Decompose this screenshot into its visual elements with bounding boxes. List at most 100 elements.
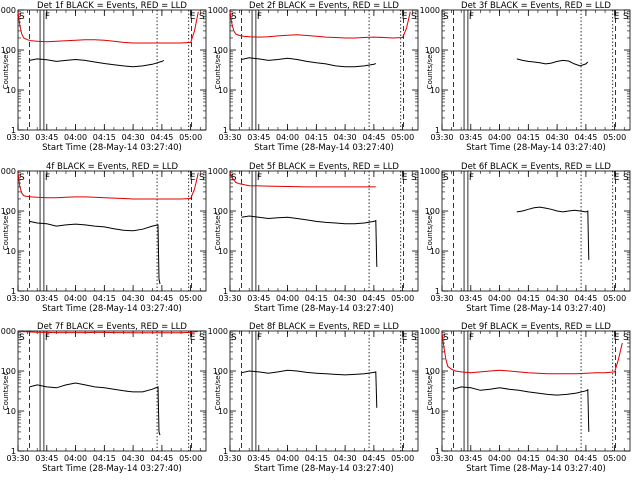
y-tick-label: 10 [6,407,16,416]
plot-frame [229,9,419,131]
y-tick-label: 10 [430,86,440,95]
y-tick-label: 1 [223,447,228,456]
y-tick-label: 1000 [0,6,16,15]
y-tick-label: 1 [435,126,440,135]
y-tick-label: 1 [435,447,440,456]
marker-label-e: E [190,12,196,22]
y-tick-label: 100 [213,207,228,216]
marker-label-s-end: S [411,333,417,343]
x-axis-label: Start Time (28-May-14 03:27:40) [466,304,606,314]
y-axis-label: Counts/sec [214,212,222,251]
panel-title: Det 5f BLACK = Events, RED = LLD [249,162,399,172]
chart-panel-4: 4f BLACK = Events, RED = LLD 1 10 100 1000 03… [0,162,207,314]
marker-label-s-end: S [199,173,205,183]
x-tick-label: 04:30 [546,133,569,142]
x-tick-label: 04:00 [276,454,299,463]
plot-frame [229,170,419,292]
marker-label-f: F [257,333,262,343]
x-tick-label: 05:00 [603,133,626,142]
y-tick-label: 10 [218,247,228,256]
events-series-line [516,58,589,67]
x-tick-label: 04:00 [64,294,87,303]
x-tick-label: 03:30 [430,454,453,463]
marker-label-e: E [614,173,620,183]
plot-frame [441,330,631,452]
marker-label-s: S [19,333,25,343]
plot-frame [229,330,419,452]
y-tick-label: 1000 [208,327,228,336]
y-tick-label: 1000 [420,6,440,15]
y-tick-label: 1 [223,126,228,135]
y-tick-label: 1000 [420,327,440,336]
x-tick-label: 04:45 [574,133,597,142]
x-tick-label: 03:45 [247,294,270,303]
x-tick-label: 04:45 [574,294,597,303]
events-series-line [241,215,378,267]
x-tick-label: 03:30 [6,294,29,303]
y-tick-label: 100 [425,46,440,55]
x-tick-label: 03:45 [35,454,58,463]
x-tick-label: 04:00 [276,294,299,303]
x-axis-label: Start Time (28-May-14 03:27:40) [42,464,182,474]
marker-label-e: E [402,12,408,22]
x-tick-label: 03:30 [218,133,241,142]
marker-label-f: F [257,173,262,183]
x-tick-label: 03:30 [6,133,29,142]
x-tick-label: 04:15 [93,133,116,142]
x-tick-label: 04:15 [305,133,328,142]
events-series-line [453,386,590,432]
marker-label-s: S [231,333,237,343]
plot-frame [441,9,631,131]
y-tick-label: 10 [6,86,16,95]
marker-label-e: E [402,173,408,183]
y-tick-label: 1000 [208,167,228,176]
x-tick-label: 03:45 [459,133,482,142]
chart-panel-1: Det 1f BLACK = Events, RED = LLD 1 10 100 10… [0,1,207,153]
y-tick-label: 1000 [420,167,440,176]
marker-label-s: S [231,12,237,22]
panel-title: Det 8f BLACK = Events, RED = LLD [249,322,399,332]
x-tick-label: 05:00 [391,294,414,303]
chart-panel-3: Det 3f BLACK = Events, RED = LLD 1 10 100 10… [420,1,631,153]
x-axis-label: Start Time (28-May-14 03:27:40) [42,143,182,153]
y-tick-label: 1 [11,447,16,456]
y-tick-label: 10 [430,247,440,256]
panel-title: Det 6f BLACK = Events, RED = LLD [461,162,611,172]
x-tick-label: 05:00 [603,454,626,463]
x-tick-label: 04:15 [517,133,540,142]
marker-label-f: F [469,333,474,343]
y-axis-label: Counts/sec [214,372,222,411]
x-tick-label: 03:45 [459,454,482,463]
y-tick-label: 100 [1,46,16,55]
x-tick-label: 04:00 [276,133,299,142]
marker-label-f: F [45,12,50,22]
y-axis-label: Counts/sec [214,51,222,90]
x-tick-label: 04:45 [362,454,385,463]
x-tick-label: 05:00 [603,294,626,303]
x-tick-label: 04:15 [305,454,328,463]
x-tick-label: 04:15 [93,294,116,303]
panel-title: Det 1f BLACK = Events, RED = LLD [37,1,187,11]
lld-series-line [17,330,199,334]
marker-label-s: S [443,173,449,183]
x-axis-label: Start Time (28-May-14 03:27:40) [254,464,394,474]
marker-label-e: E [190,173,196,183]
lld-series-line [17,172,199,200]
marker-label-e: E [614,333,620,343]
lld-series-line [229,172,376,188]
y-tick-label: 100 [425,207,440,216]
marker-label-f: F [469,173,474,183]
x-tick-label: 03:45 [247,454,270,463]
x-tick-label: 04:45 [574,454,597,463]
x-tick-label: 03:45 [35,133,58,142]
marker-label-f: F [45,333,50,343]
x-tick-label: 04:30 [334,454,357,463]
y-axis-label: Counts/sec [2,212,10,251]
marker-label-s: S [443,12,449,22]
plot-frame [17,170,207,292]
marker-label-s: S [443,333,449,343]
x-tick-label: 05:00 [391,133,414,142]
x-tick-label: 03:45 [459,294,482,303]
y-tick-label: 1000 [0,327,16,336]
x-tick-label: 03:45 [247,133,270,142]
